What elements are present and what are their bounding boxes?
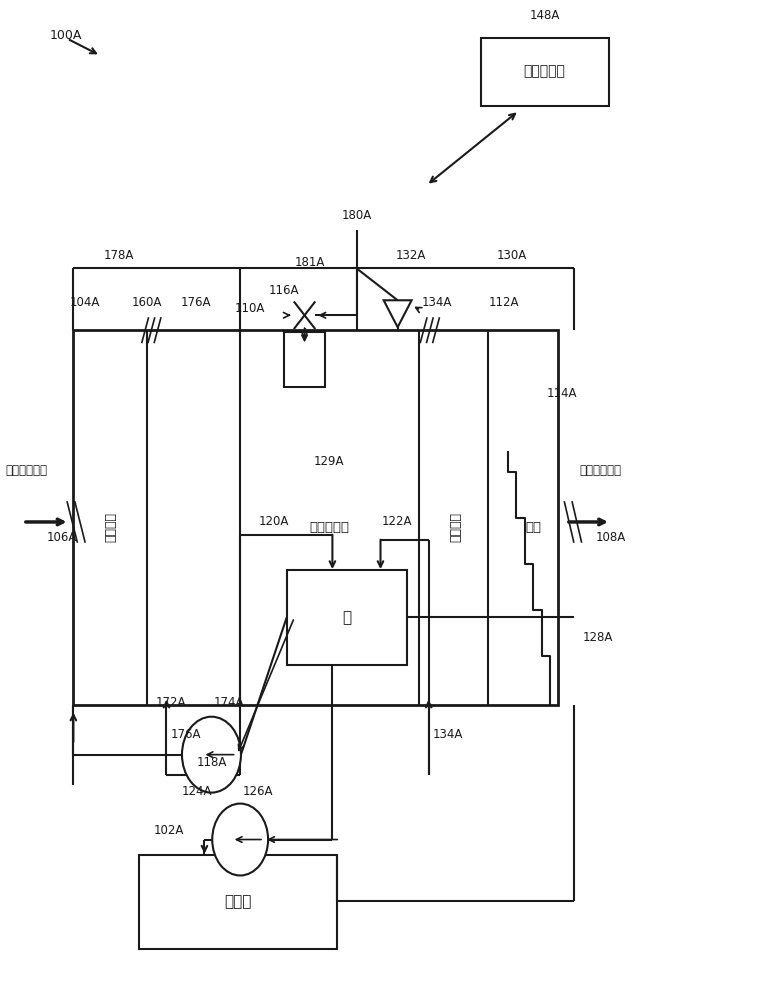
Text: 104A: 104A: [69, 296, 100, 309]
Text: 176A: 176A: [181, 296, 211, 309]
Text: 106A: 106A: [46, 531, 76, 544]
Text: 102A: 102A: [154, 824, 183, 837]
Text: 122A: 122A: [382, 515, 413, 528]
Text: 蒸发冷却器: 蒸发冷却器: [310, 521, 349, 534]
Text: 128A: 128A: [583, 631, 613, 644]
Text: 清除空气入口: 清除空气入口: [5, 464, 48, 477]
Text: 134A: 134A: [421, 296, 452, 309]
Bar: [140, 855, 337, 949]
Bar: [284, 332, 325, 387]
Circle shape: [182, 717, 241, 793]
Text: 108A: 108A: [595, 531, 626, 544]
Text: 系统控制器: 系统控制器: [523, 65, 566, 79]
Text: 热负载: 热负载: [225, 894, 252, 909]
Text: 清除空气出口: 清除空气出口: [580, 464, 622, 477]
Text: 114A: 114A: [547, 387, 577, 400]
Text: 134A: 134A: [433, 728, 463, 741]
Text: 180A: 180A: [342, 209, 371, 222]
Text: 预冷却器: 预冷却器: [104, 512, 117, 542]
Text: 160A: 160A: [132, 296, 162, 309]
Text: 174A: 174A: [214, 696, 244, 709]
Bar: [73, 330, 558, 705]
Text: 112A: 112A: [488, 296, 519, 309]
Bar: [287, 570, 407, 665]
Text: 110A: 110A: [235, 302, 265, 315]
Text: 风扇: 风扇: [526, 521, 541, 534]
Text: 129A: 129A: [314, 455, 345, 468]
Text: 124A: 124A: [182, 785, 212, 798]
Text: 148A: 148A: [530, 9, 560, 22]
Text: 罐: 罐: [342, 610, 351, 625]
Text: 130A: 130A: [497, 249, 526, 262]
Text: 116A: 116A: [269, 284, 300, 297]
Text: 118A: 118A: [197, 756, 227, 769]
Text: 超声喷干: 超声喷干: [449, 512, 463, 542]
Bar: [480, 38, 608, 106]
Circle shape: [212, 804, 268, 875]
Text: 172A: 172A: [155, 696, 186, 709]
Text: 132A: 132A: [395, 249, 426, 262]
Text: 178A: 178A: [103, 249, 133, 262]
Text: 126A: 126A: [243, 785, 273, 798]
Text: 120A: 120A: [258, 515, 289, 528]
Text: 100A: 100A: [50, 29, 83, 42]
Text: 176A: 176A: [170, 728, 200, 741]
Text: 181A: 181A: [295, 256, 325, 269]
